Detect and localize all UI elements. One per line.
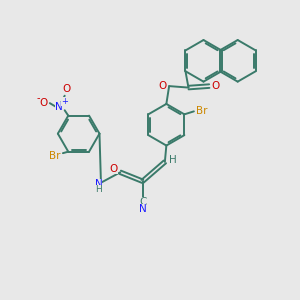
Text: N: N (56, 102, 63, 112)
Text: -: - (36, 93, 40, 103)
Text: +: + (61, 98, 68, 106)
Text: O: O (158, 81, 167, 91)
Text: O: O (110, 164, 118, 174)
Text: H: H (169, 154, 177, 164)
Text: O: O (39, 98, 47, 108)
Text: N: N (139, 204, 146, 214)
Text: C: C (139, 197, 146, 207)
Text: N: N (95, 179, 103, 189)
Text: Br: Br (49, 151, 60, 160)
Text: Br: Br (196, 106, 207, 116)
Text: O: O (212, 81, 220, 91)
Text: H: H (95, 185, 102, 194)
Text: O: O (63, 84, 71, 94)
